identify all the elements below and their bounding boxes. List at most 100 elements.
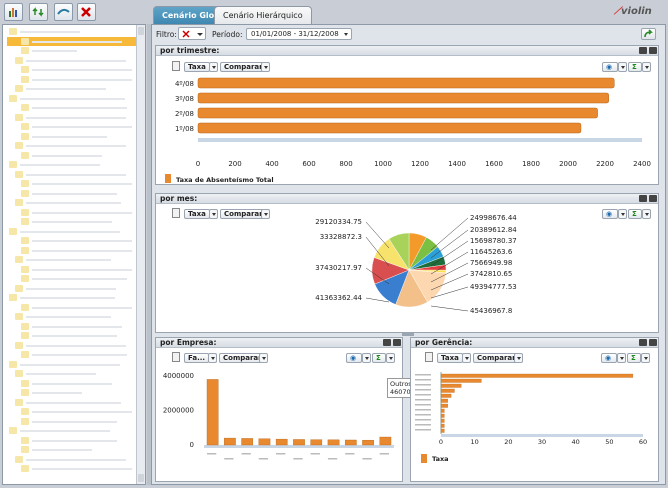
taxa-dropdown[interactable] [209, 62, 218, 72]
comparar-dropdown[interactable] [261, 209, 270, 219]
link-button[interactable] [54, 3, 73, 21]
tree-item[interactable] [7, 455, 145, 465]
tree-item[interactable] [7, 170, 145, 180]
tree-item[interactable] [7, 436, 145, 446]
filter-button[interactable] [178, 27, 206, 40]
maximize-icon[interactable] [393, 339, 401, 346]
tree-item[interactable] [7, 322, 145, 332]
tree-item[interactable] [7, 217, 145, 227]
globe-icon[interactable]: ◉ [602, 209, 618, 219]
lock-icon[interactable] [172, 61, 180, 71]
tree-item[interactable] [7, 75, 145, 85]
taxa-dropdown[interactable] [209, 209, 218, 219]
sum-dropdown[interactable] [642, 62, 651, 72]
tree-item[interactable] [7, 113, 145, 123]
sum-icon[interactable]: Σ [628, 62, 642, 72]
resize-grip-icon[interactable] [402, 333, 414, 336]
tree-item[interactable] [7, 189, 145, 199]
globe-dropdown[interactable] [362, 353, 371, 363]
comparar-dropdown[interactable] [259, 353, 268, 363]
tree-item[interactable] [7, 407, 145, 417]
tree-item[interactable] [7, 331, 145, 341]
comparar-select[interactable]: Comparar [473, 353, 520, 363]
tree-item[interactable] [7, 464, 145, 474]
tree-item[interactable] [7, 103, 145, 113]
splitter-handle[interactable] [147, 24, 151, 485]
tree-panel[interactable] [2, 24, 146, 485]
lock-icon[interactable] [425, 352, 433, 362]
globe-icon[interactable]: ◉ [602, 62, 618, 72]
tree-item[interactable] [7, 312, 145, 322]
tree-item[interactable] [7, 36, 145, 46]
sum-dropdown[interactable] [386, 353, 395, 363]
chart-view-button[interactable] [4, 3, 23, 21]
taxa-select[interactable]: Taxa [437, 353, 463, 363]
tree-item[interactable] [7, 84, 145, 94]
tree-item[interactable] [7, 198, 145, 208]
tree-item[interactable] [7, 246, 145, 256]
period-select[interactable]: 01/01/2008 - 31/12/2008 [246, 28, 352, 40]
maximize-icon[interactable] [649, 195, 657, 202]
tree-item[interactable] [7, 151, 145, 161]
tree-item[interactable] [7, 445, 145, 455]
tree-item[interactable] [7, 303, 145, 313]
tree-item[interactable] [7, 350, 145, 360]
minimize-icon[interactable] [383, 339, 391, 346]
tree-item[interactable] [7, 208, 145, 218]
globe-dropdown[interactable] [618, 62, 627, 72]
tree-item[interactable] [7, 426, 145, 436]
comparar-dropdown[interactable] [261, 62, 270, 72]
tree-item[interactable] [7, 122, 145, 132]
tab-cenario-hierarquico[interactable]: Cenário Hierárquico [214, 6, 312, 25]
tree-item[interactable] [7, 132, 145, 142]
minimize-icon[interactable] [639, 339, 647, 346]
tree-item[interactable] [7, 27, 145, 37]
tree-item[interactable] [7, 284, 145, 294]
refresh-button[interactable] [29, 3, 48, 21]
taxa-select[interactable]: Taxa [184, 62, 210, 72]
tree-item[interactable] [7, 236, 145, 246]
tree-item[interactable] [7, 227, 145, 237]
minimize-icon[interactable] [639, 47, 647, 54]
tree-scrollbar[interactable] [136, 25, 145, 484]
tree-item[interactable] [7, 265, 145, 275]
tree-item[interactable] [7, 274, 145, 284]
lock-icon[interactable] [172, 352, 180, 362]
sum-icon[interactable]: Σ [628, 209, 642, 219]
tree-item[interactable] [7, 179, 145, 189]
globe-dropdown[interactable] [617, 353, 626, 363]
tree-item[interactable] [7, 255, 145, 265]
fa-dropdown[interactable] [208, 353, 217, 363]
maximize-icon[interactable] [649, 47, 657, 54]
sum-icon[interactable]: Σ [372, 353, 386, 363]
tree-item[interactable] [7, 369, 145, 379]
fa-select[interactable]: Fa... [184, 353, 210, 363]
taxa-dropdown[interactable] [462, 353, 471, 363]
sum-dropdown[interactable] [642, 209, 651, 219]
sum-icon[interactable]: Σ [627, 353, 641, 363]
tree-item[interactable] [7, 341, 145, 351]
tree-item[interactable] [7, 417, 145, 427]
globe-icon[interactable]: ◉ [346, 353, 362, 363]
comparar-select[interactable]: Comparar [220, 62, 267, 72]
close-button[interactable] [77, 3, 96, 21]
globe-icon[interactable]: ◉ [601, 353, 617, 363]
tree-item[interactable] [7, 360, 145, 370]
comparar-dropdown[interactable] [514, 353, 523, 363]
tree-item[interactable] [7, 388, 145, 398]
tree-item[interactable] [7, 46, 145, 56]
minimize-icon[interactable] [639, 195, 647, 202]
tree-item[interactable] [7, 141, 145, 151]
tree-item[interactable] [7, 160, 145, 170]
tree-item[interactable] [7, 379, 145, 389]
tree-item[interactable] [7, 94, 145, 104]
maximize-icon[interactable] [649, 339, 657, 346]
sum-dropdown[interactable] [641, 353, 650, 363]
apply-button[interactable] [641, 28, 656, 40]
globe-dropdown[interactable] [618, 209, 627, 219]
tree-item[interactable] [7, 293, 145, 303]
tree-item[interactable] [7, 56, 145, 66]
lock-icon[interactable] [172, 208, 180, 218]
tree-item[interactable] [7, 398, 145, 408]
tree-item[interactable] [7, 65, 145, 75]
